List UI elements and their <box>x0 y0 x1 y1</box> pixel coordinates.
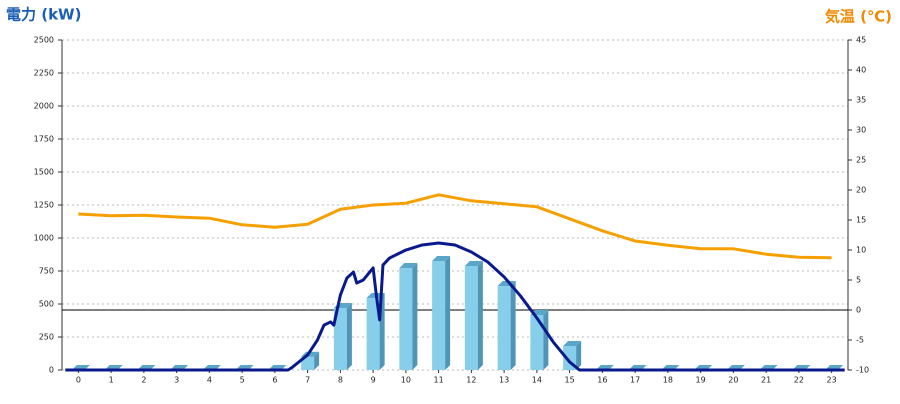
y-axis-title: 電力 (kW) <box>6 6 81 24</box>
bar-side <box>510 281 516 370</box>
y2-tick-label: 0 <box>856 306 861 315</box>
x-tick-label: 2 <box>141 376 146 385</box>
x-tick-label: 13 <box>499 376 509 385</box>
x-tick-label: 8 <box>338 376 343 385</box>
bar <box>464 265 478 370</box>
y-tick-label: 1750 <box>34 135 54 144</box>
y-tick-label: 0 <box>49 366 54 375</box>
x-tick-label: 4 <box>207 376 212 385</box>
bar-top <box>563 340 582 346</box>
x-tick-label: 1 <box>109 376 114 385</box>
bar-side <box>477 260 483 370</box>
x-tick-label: 5 <box>240 376 245 385</box>
y-tick-label: 2500 <box>34 36 54 45</box>
bar <box>530 314 544 370</box>
x-tick-label: 19 <box>696 376 706 385</box>
x-tick-label: 15 <box>565 376 575 385</box>
bar-side <box>346 302 352 370</box>
y-tick-label: 2250 <box>34 69 54 78</box>
x-tick-label: 23 <box>827 376 837 385</box>
bar <box>333 307 347 370</box>
y2-tick-label: -5 <box>856 336 864 345</box>
line <box>65 241 845 372</box>
y2-tick-label: 45 <box>856 36 866 45</box>
bar <box>432 260 446 370</box>
y-tick-label: 2000 <box>34 102 54 111</box>
bar <box>366 298 380 370</box>
bar-side <box>576 340 582 370</box>
y2-tick-label: 35 <box>856 96 866 105</box>
x-tick-label: 11 <box>434 376 444 385</box>
x-tick-label: 16 <box>597 376 607 385</box>
bar-side <box>412 262 418 370</box>
x-tick-label: 20 <box>728 376 738 385</box>
x-tick-label: 12 <box>466 376 476 385</box>
bar-top <box>399 262 418 268</box>
y-tick-label: 1250 <box>34 201 54 210</box>
y2-tick-label: 40 <box>856 66 866 75</box>
y2-tick-label: 25 <box>856 156 866 165</box>
x-tick-label: 7 <box>305 376 310 385</box>
y2-tick-label: 10 <box>856 246 866 255</box>
x-tick-label: 3 <box>174 376 179 385</box>
bar-side <box>543 309 549 370</box>
y2-tick-label: -10 <box>856 366 869 375</box>
y2-tick-label: 5 <box>856 276 861 285</box>
x-tick-label: 6 <box>272 376 277 385</box>
y-tick-label: 1500 <box>34 168 54 177</box>
y2-tick-label: 30 <box>856 126 866 135</box>
x-tick-label: 22 <box>794 376 804 385</box>
x-tick-label: 10 <box>401 376 411 385</box>
x-tick-label: 17 <box>630 376 640 385</box>
y2-tick-label: 15 <box>856 216 866 225</box>
x-tick-label: 21 <box>761 376 771 385</box>
x-tick-label: 0 <box>76 376 81 385</box>
bar-top <box>432 255 451 261</box>
y2-tick-label: 20 <box>856 186 866 195</box>
x-tick-label: 14 <box>532 376 542 385</box>
bar <box>301 356 315 370</box>
bar <box>497 286 511 370</box>
bar-top <box>464 260 483 266</box>
y-tick-label: 500 <box>39 300 54 309</box>
y-tick-label: 750 <box>39 267 54 276</box>
x-tick-label: 18 <box>663 376 673 385</box>
y-tick-label: 250 <box>39 333 54 342</box>
bar <box>399 267 413 370</box>
x-tick-label: 9 <box>371 376 376 385</box>
bar-side <box>445 255 451 370</box>
y-tick-label: 1000 <box>34 234 54 243</box>
line <box>78 193 832 260</box>
y2-axis-title: 気温 (℃) <box>825 8 892 26</box>
bar-side <box>314 351 320 370</box>
